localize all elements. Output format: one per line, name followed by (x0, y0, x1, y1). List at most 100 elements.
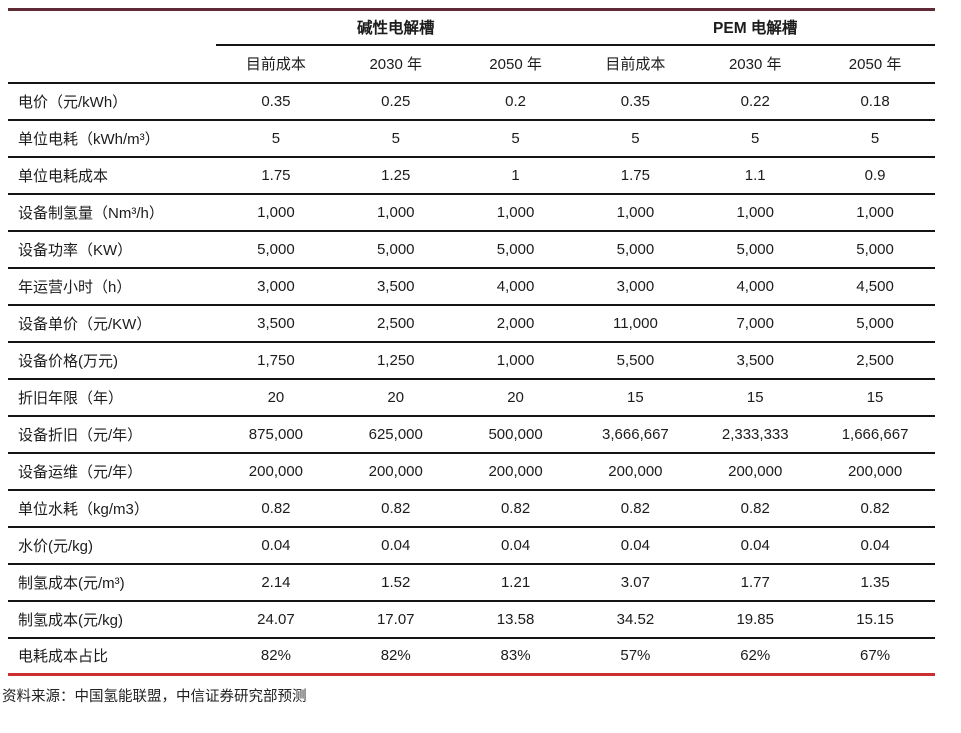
cell-value: 5 (695, 119, 816, 158)
cell-value: 0.82 (216, 489, 336, 528)
row-label: 电耗成本占比 (8, 637, 216, 676)
cell-value: 1.77 (695, 563, 816, 602)
table-row: 制氢成本(元/kg) 24.07 17.07 13.58 34.52 19.85 15.15 (8, 600, 935, 639)
cell-value: 1.35 (815, 563, 935, 602)
cell-value: 5 (335, 119, 456, 158)
corner-cell (8, 10, 216, 45)
table-row: 折旧年限（年） 20 20 20 15 15 15 (8, 378, 935, 417)
cell-value: 200,000 (575, 452, 696, 491)
cell-value: 200,000 (695, 452, 816, 491)
row-label: 折旧年限（年） (8, 378, 216, 417)
cell-value: 5,000 (455, 230, 576, 269)
sub-header-0: 目前成本 (216, 44, 336, 84)
cell-value: 0.18 (815, 82, 935, 121)
row-label: 电价（元/kWh） (8, 82, 216, 121)
cell-value: 5 (216, 119, 336, 158)
cell-value: 0.82 (335, 489, 456, 528)
table-row: 设备制氢量（Nm³/h） 1,000 1,000 1,000 1,000 1,000 1,0… (8, 193, 935, 232)
cell-value: 0.82 (575, 489, 696, 528)
cell-value: 20 (455, 378, 576, 417)
table-row: 设备折旧（元/年） 875,000 625,000 500,000 3,666,667 2… (8, 415, 935, 454)
cell-value: 5,000 (575, 230, 696, 269)
cell-value: 17.07 (335, 600, 456, 639)
cell-value: 0.82 (815, 489, 935, 528)
table-row: 年运营小时（h） 3,000 3,500 4,000 3,000 4,000 4,500 (8, 267, 935, 306)
cell-value: 5 (815, 119, 935, 158)
cell-value: 83% (455, 637, 576, 676)
cell-value: 0.2 (455, 82, 576, 121)
table-row: 电耗成本占比 82% 82% 83% 57% 62% 67% (8, 637, 935, 676)
cell-value: 1,000 (455, 341, 576, 380)
cell-value: 1,000 (815, 193, 935, 232)
sub-header-3: 目前成本 (575, 44, 696, 84)
cell-value: 200,000 (335, 452, 456, 491)
electrolyzer-cost-table: 碱性电解槽 PEM 电解槽 目前成本 2030 年 2050 年目前成本 2030 年… (8, 8, 935, 676)
cell-value: 7,000 (695, 304, 816, 343)
cell-value: 200,000 (216, 452, 336, 491)
cell-value: 0.04 (455, 526, 576, 565)
cell-value: 1,000 (216, 193, 336, 232)
cell-value: 4,500 (815, 267, 935, 306)
row-label: 设备单价（元/KW） (8, 304, 216, 343)
group-header-alkaline: 碱性电解槽 (216, 9, 576, 46)
row-label: 设备功率（KW） (8, 230, 216, 269)
group-header-pem: PEM 电解槽 (575, 9, 935, 46)
cell-value: 0.04 (216, 526, 336, 565)
sub-header-row: 目前成本 2030 年 2050 年目前成本 2030 年 2050 年 (8, 44, 935, 84)
cell-value: 19.85 (695, 600, 816, 639)
source-note: 资料来源：中国氢能联盟，中信证券研究部预测 (2, 689, 307, 705)
cell-value: 15 (695, 378, 816, 417)
sub-header-2: 2050 年 (455, 44, 576, 84)
cell-value: 2,500 (815, 341, 935, 380)
cell-value: 0.04 (335, 526, 456, 565)
table-row: 单位电耗（kWh/m³） 5 5 5 5 5 5 (8, 119, 935, 158)
sub-header-1: 2030 年 (335, 44, 456, 84)
row-label: 水价(元/kg) (8, 526, 216, 565)
cell-value: 20 (216, 378, 336, 417)
cell-value: 1,000 (695, 193, 816, 232)
cell-value: 11,000 (575, 304, 696, 343)
cell-value: 5,500 (575, 341, 696, 380)
cell-value: 4,000 (695, 267, 816, 306)
cell-value: 15.15 (815, 600, 935, 639)
cell-value: 1.75 (216, 156, 336, 195)
sub-header-5: 2050 年 (815, 44, 935, 84)
cell-value: 1,000 (575, 193, 696, 232)
cell-value: 5,000 (216, 230, 336, 269)
cell-value: 0.35 (216, 82, 336, 121)
cell-value: 1.75 (575, 156, 696, 195)
cell-value: 13.58 (455, 600, 576, 639)
row-label: 制氢成本(元/m³) (8, 563, 216, 602)
row-label: 单位电耗成本 (8, 156, 216, 195)
cell-value: 1.1 (695, 156, 816, 195)
cell-value: 5,000 (815, 304, 935, 343)
cell-value: 1.21 (455, 563, 576, 602)
table-row: 单位水耗（kg/m3） 0.82 0.82 0.82 0.82 0.82 0.82 (8, 489, 935, 528)
cell-value: 15 (815, 378, 935, 417)
cell-value: 2.14 (216, 563, 336, 602)
row-label: 制氢成本(元/kg) (8, 600, 216, 639)
cell-value: 1 (455, 156, 576, 195)
cell-value: 5 (455, 119, 576, 158)
cell-value: 2,000 (455, 304, 576, 343)
cell-value: 82% (335, 637, 456, 676)
row-label: 设备折旧（元/年） (8, 415, 216, 454)
cell-value: 500,000 (455, 415, 576, 454)
row-label: 单位水耗（kg/m3） (8, 489, 216, 528)
cell-value: 1,000 (455, 193, 576, 232)
cell-value: 62% (695, 637, 816, 676)
cell-value: 5 (575, 119, 696, 158)
cell-value: 20 (335, 378, 456, 417)
cell-value: 82% (216, 637, 336, 676)
cell-value: 5,000 (695, 230, 816, 269)
cell-value: 625,000 (335, 415, 456, 454)
table-row: 设备单价（元/KW） 3,500 2,500 2,000 11,000 7,000 5,00… (8, 304, 935, 343)
group-header-row: 碱性电解槽 PEM 电解槽 (8, 9, 935, 46)
table-row: 设备运维（元/年） 200,000 200,000 200,000 200,000 200… (8, 452, 935, 491)
cell-value: 200,000 (455, 452, 576, 491)
cell-value: 1.52 (335, 563, 456, 602)
cell-value: 0.82 (695, 489, 816, 528)
cell-value: 15 (575, 378, 696, 417)
cell-value: 875,000 (216, 415, 336, 454)
